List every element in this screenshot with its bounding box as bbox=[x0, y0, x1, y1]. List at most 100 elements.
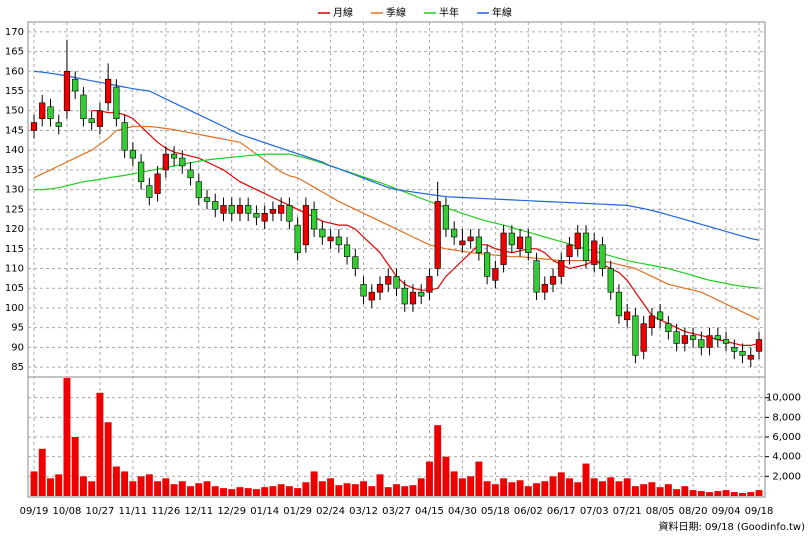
volume-bar bbox=[648, 482, 656, 496]
x-tick-label: 10/08 bbox=[53, 506, 82, 517]
candle-body bbox=[673, 331, 680, 344]
x-tick-label: 07/21 bbox=[613, 506, 642, 517]
volume-bar bbox=[154, 481, 162, 496]
candle-body bbox=[261, 212, 268, 222]
candle-body bbox=[327, 236, 334, 242]
candle-body bbox=[96, 110, 104, 127]
volume-bar bbox=[730, 492, 738, 496]
x-tick-label: 12/29 bbox=[217, 506, 246, 517]
candle-body bbox=[63, 71, 71, 112]
volume-bar bbox=[55, 474, 63, 496]
candle-body bbox=[731, 347, 738, 352]
candle-body bbox=[426, 276, 433, 293]
volume-bar bbox=[294, 488, 302, 496]
volume-bar bbox=[656, 487, 664, 496]
volume-bar bbox=[640, 484, 648, 496]
candle-body bbox=[632, 315, 639, 356]
candle-body bbox=[574, 232, 581, 250]
y-tick-label: 145 bbox=[5, 125, 24, 136]
volume-bar bbox=[549, 476, 557, 496]
y-tick-label: 120 bbox=[5, 224, 24, 235]
candle-body bbox=[311, 209, 318, 230]
volume-bar bbox=[722, 490, 730, 496]
x-tick-label: 11/26 bbox=[151, 506, 180, 517]
y-tick-label: 160 bbox=[5, 66, 24, 77]
candle-body bbox=[500, 232, 507, 265]
volume-bar bbox=[697, 491, 705, 496]
volume-bar bbox=[590, 478, 598, 496]
volume-bar bbox=[261, 487, 269, 496]
candle-body bbox=[294, 224, 301, 254]
candle-body bbox=[607, 268, 614, 293]
candle-body bbox=[220, 205, 227, 214]
volume-bar bbox=[335, 485, 343, 496]
candle-body bbox=[30, 122, 38, 131]
volume-bar bbox=[195, 483, 203, 496]
candle-body bbox=[484, 252, 491, 277]
volume-bar bbox=[508, 482, 516, 496]
candle-body bbox=[245, 205, 252, 214]
volume-bar bbox=[384, 487, 392, 496]
volume-bar bbox=[714, 491, 722, 496]
x-tick-label: 01/14 bbox=[250, 506, 279, 517]
volume-bar bbox=[360, 481, 368, 496]
volume-bar bbox=[310, 471, 318, 496]
y-tick-label: 155 bbox=[5, 86, 24, 97]
candle-body bbox=[755, 339, 763, 352]
y-tick-label: 95 bbox=[11, 323, 24, 334]
candle-body bbox=[352, 256, 359, 269]
volume-bar bbox=[63, 378, 71, 496]
candle-body bbox=[113, 86, 120, 119]
x-tick-label: 01/29 bbox=[283, 506, 312, 517]
candle-body bbox=[624, 311, 631, 321]
volume-bar bbox=[351, 484, 359, 496]
y-tick-label: 90 bbox=[11, 342, 24, 353]
y-tick-label: 170 bbox=[5, 27, 24, 38]
volume-bar bbox=[88, 481, 96, 496]
volume-bar bbox=[483, 481, 491, 496]
candle-body bbox=[393, 276, 400, 289]
volume-bar bbox=[755, 490, 763, 496]
candle-body bbox=[72, 78, 79, 92]
candle-body bbox=[228, 205, 235, 214]
x-tick-label: 12/11 bbox=[184, 506, 213, 517]
y-tick-label: 100 bbox=[5, 303, 24, 314]
volume-bar bbox=[500, 478, 508, 496]
volume-bar bbox=[236, 487, 244, 496]
x-tick-label: 09/19 bbox=[20, 506, 49, 517]
candle-body bbox=[47, 106, 54, 119]
volume-bar bbox=[664, 484, 672, 496]
volume-bar bbox=[458, 478, 466, 496]
volume-bar bbox=[607, 477, 615, 496]
candle-body bbox=[319, 228, 326, 238]
volume-bar bbox=[599, 481, 606, 496]
candle-body bbox=[195, 181, 202, 198]
x-tick-label: 06/17 bbox=[547, 506, 576, 517]
candle-body bbox=[665, 323, 672, 332]
x-tick-label: 09/04 bbox=[712, 506, 741, 517]
candle-body bbox=[55, 122, 62, 127]
y-tick-label: 135 bbox=[5, 165, 24, 176]
candle-body bbox=[615, 291, 623, 317]
candle-body bbox=[459, 240, 466, 246]
candle-body bbox=[591, 240, 598, 265]
volume-bar bbox=[631, 486, 639, 496]
volume-bar bbox=[170, 484, 178, 496]
volume-bar bbox=[211, 486, 219, 496]
volume-bar bbox=[524, 486, 532, 496]
volume-bar bbox=[450, 471, 458, 496]
volume-bar bbox=[38, 448, 46, 496]
volume-bar bbox=[368, 486, 376, 496]
ma-line bbox=[33, 70, 760, 241]
candle-body bbox=[236, 205, 244, 214]
candle-body bbox=[549, 276, 557, 285]
volume-bar bbox=[574, 482, 582, 496]
y2-tick-label: 4,000 bbox=[772, 452, 801, 463]
volume-bar bbox=[104, 422, 112, 496]
x-tick-label: 10/27 bbox=[85, 506, 114, 517]
candle-body bbox=[698, 339, 705, 348]
y2-tick-label: 8,000 bbox=[772, 412, 801, 423]
volume-bar bbox=[401, 486, 409, 496]
volume-bar bbox=[425, 461, 433, 496]
